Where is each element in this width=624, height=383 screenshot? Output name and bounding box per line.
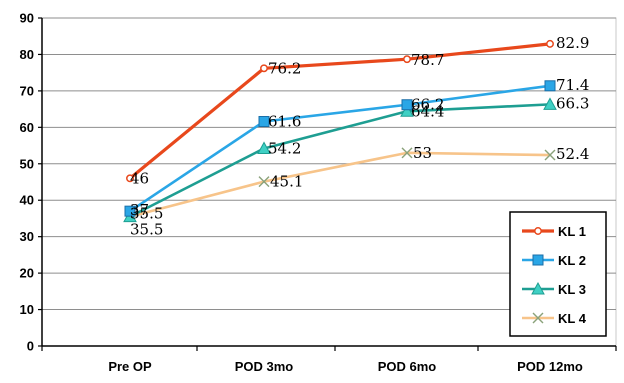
legend-label: KL 1 — [558, 224, 586, 239]
x-marker-stroke — [544, 149, 556, 161]
series-line-kl1 — [128, 42, 551, 180]
y-tick-label: 30 — [20, 229, 34, 244]
data-label: 76.2 — [268, 59, 301, 77]
data-point-kl3 — [543, 97, 557, 110]
data-label: 52.4 — [556, 145, 589, 163]
data-point-kl4 — [401, 147, 413, 159]
data-point-kl3 — [257, 141, 271, 154]
data-label: 37 — [130, 201, 149, 219]
data-label: 46 — [130, 169, 149, 187]
data-point-kl1 — [126, 174, 134, 183]
data-label: 61.6 — [268, 113, 301, 131]
x-marker-stroke — [532, 312, 544, 324]
series-line-kl3 — [129, 103, 551, 218]
y-tick-label: 80 — [20, 47, 34, 62]
y-tick-label: 90 — [20, 11, 34, 26]
y-tick-label: 10 — [20, 302, 34, 317]
data-point-kl1 — [403, 55, 411, 64]
x-marker-stroke — [401, 147, 413, 159]
data-label: 35.5 — [130, 221, 163, 239]
data-label: 64.4 — [411, 102, 444, 120]
data-label: 78.7 — [411, 51, 444, 69]
data-point-kl1 — [546, 39, 554, 48]
x-marker-stroke — [258, 176, 270, 188]
data-label: 54.2 — [268, 139, 301, 157]
data-point-kl3 — [400, 104, 414, 117]
data-point-kl2 — [544, 80, 556, 92]
data-label: 66.2 — [411, 96, 444, 114]
legend-marker-kl3 — [531, 281, 545, 295]
data-point-kl4 — [258, 176, 270, 188]
legend: KL 1 KL 2 KL 3 KL 4 — [509, 211, 607, 337]
y-tick-label: 0 — [27, 339, 34, 354]
y-tick-label: 20 — [20, 266, 34, 281]
legend-box — [509, 211, 607, 337]
y-tick-label: 40 — [20, 193, 34, 208]
data-point-kl2 — [258, 116, 270, 128]
data-label: 66.3 — [556, 94, 589, 112]
data-label: 45.1 — [270, 173, 303, 191]
legend-label: KL 4 — [558, 311, 587, 326]
legend-marker-kl1 — [534, 227, 542, 235]
series-line-kl4 — [129, 151, 551, 218]
series-line-kl2 — [129, 84, 551, 213]
x-tick-label: POD 6mo — [378, 359, 437, 374]
y-tick-label: 60 — [20, 120, 34, 135]
data-label: 35.5 — [130, 205, 163, 223]
data-label: 53 — [413, 144, 432, 162]
x-tick-label: POD 12mo — [517, 359, 583, 374]
legend-label: KL 3 — [558, 282, 586, 297]
x-tick-label: Pre OP — [108, 359, 152, 374]
y-tick-label: 50 — [20, 156, 34, 171]
legend-label: KL 2 — [558, 253, 586, 268]
data-point-kl2 — [401, 99, 413, 111]
data-label: 71.4 — [556, 76, 589, 94]
legend-marker-kl4 — [532, 312, 544, 324]
data-point-kl1 — [260, 64, 268, 73]
y-tick-label: 70 — [20, 83, 34, 98]
legend-marker-kl2 — [532, 254, 544, 266]
data-point-kl2 — [124, 205, 136, 217]
data-point-kl4 — [544, 149, 556, 161]
x-tick-label: POD 3mo — [235, 359, 294, 374]
data-label: 82.9 — [556, 34, 589, 52]
